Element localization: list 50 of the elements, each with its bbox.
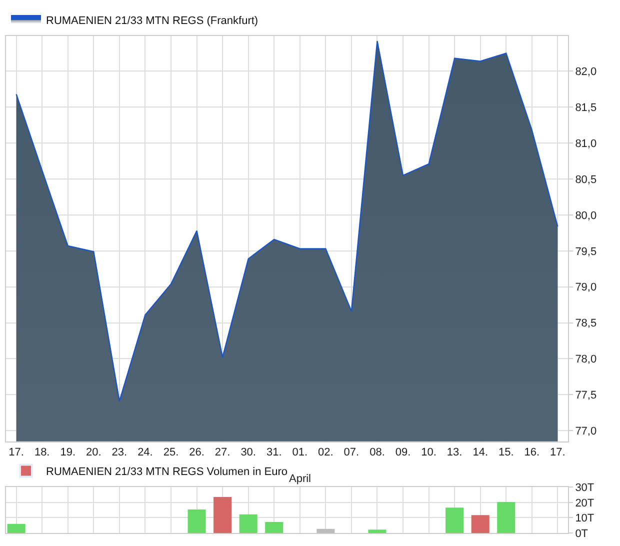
x-tick-label: 31.	[266, 446, 282, 459]
x-tick-label: 30.	[240, 446, 256, 459]
x-tick-label: 25.	[163, 446, 179, 459]
y-tick-label: 0T	[575, 528, 588, 540]
x-tick-label: 01.	[292, 446, 308, 459]
bar	[214, 496, 232, 534]
legend-label: RUMAENIEN 21/33 MTN REGS Volumen in Euro	[46, 466, 288, 478]
bar	[368, 530, 386, 534]
y-tick-label: 79,5	[575, 246, 597, 258]
y-tick-label: 78,0	[575, 354, 597, 366]
x-tick-label: 19.	[60, 446, 76, 459]
x-tick-label: 20.	[86, 446, 102, 459]
x-tick-label: 17.	[550, 446, 566, 459]
x-tick-label: 18.	[34, 446, 50, 459]
x-tick-label: 07.	[344, 446, 360, 459]
y-tick-label: 10T	[575, 512, 594, 525]
x-tick-label: 14.	[472, 446, 488, 459]
bar	[497, 502, 516, 534]
y-tick-label: 81,0	[575, 138, 597, 150]
y-tick-label: 30T	[575, 482, 594, 494]
legend-label: RUMAENIEN 21/33 MTN REGS (Frankfurt)	[46, 14, 258, 27]
bar	[239, 514, 258, 534]
x-tick-label: 09.	[395, 446, 411, 459]
x-tick-label: 23.	[112, 446, 128, 459]
y-tick-label: 77,0	[575, 425, 597, 438]
x-tick-label: 02.	[318, 446, 334, 459]
annotation: April	[289, 473, 312, 485]
bar	[188, 509, 206, 534]
y-tick-label: 78,5	[575, 318, 597, 330]
y-tick-label: 80,5	[575, 174, 597, 186]
x-tick-label: 08.	[370, 446, 385, 459]
y-tick-label: 82,0	[575, 66, 597, 78]
x-tick-label: 26.	[189, 446, 204, 459]
y-tick-label: 80,0	[575, 210, 597, 222]
x-tick-label: 10.	[421, 446, 436, 459]
bar	[471, 515, 490, 534]
bar	[7, 524, 26, 534]
x-tick-label: 13.	[446, 446, 462, 459]
x-tick-label: 15.	[498, 446, 514, 459]
bar	[265, 522, 284, 534]
y-tick-label: 77,5	[575, 390, 597, 402]
x-tick-label: 17.	[8, 446, 24, 459]
x-tick-label: 16.	[524, 446, 540, 459]
x-tick-label: 27.	[214, 446, 230, 459]
y-tick-label: 81,5	[575, 102, 597, 114]
y-tick-label: 79,0	[575, 282, 597, 294]
bar	[316, 528, 335, 534]
x-tick-label: 24.	[138, 446, 153, 459]
y-tick-label: 20T	[575, 497, 594, 510]
bar	[446, 508, 464, 534]
